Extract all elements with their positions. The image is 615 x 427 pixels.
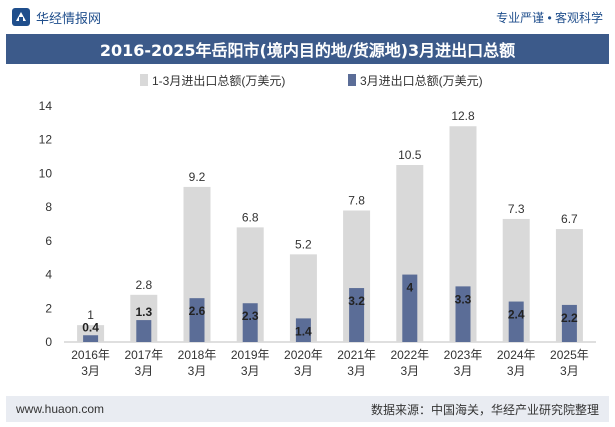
data-label-series2: 2.6 bbox=[189, 304, 206, 318]
brand-name: 华经情报网 bbox=[36, 10, 102, 26]
data-label-series1: 1 bbox=[87, 308, 94, 322]
x-tick-label: 2020年 3月 bbox=[284, 348, 323, 378]
data-label-series1: 5.2 bbox=[295, 237, 312, 251]
bar-series2[interactable] bbox=[349, 288, 365, 342]
y-tick-label: 0 bbox=[45, 335, 52, 349]
data-label-series1: 10.5 bbox=[398, 148, 422, 162]
x-tick-label: 2018年 3月 bbox=[178, 348, 217, 378]
data-label-series2: 4 bbox=[406, 281, 413, 295]
y-tick-label: 14 bbox=[39, 99, 53, 113]
bar-series2[interactable] bbox=[242, 303, 258, 342]
footer: www.huaon.com 数据来源：中国海关，华经产业研究院整理 bbox=[6, 396, 609, 422]
title-bar: 2016-2025年岳阳市(境内目的地/货源地)3月进出口总额 bbox=[6, 34, 609, 64]
website-link[interactable]: www.huaon.com bbox=[16, 402, 105, 416]
y-tick-label: 4 bbox=[45, 268, 52, 282]
data-label-series2: 1.3 bbox=[135, 305, 152, 319]
brand[interactable]: 华经情报网 bbox=[12, 8, 101, 27]
bar-series2[interactable] bbox=[402, 274, 418, 342]
x-tick-label: 2024年 3月 bbox=[497, 348, 536, 378]
x-tick-label: 2017年 3月 bbox=[124, 348, 163, 378]
x-tick-label: 2022年 3月 bbox=[390, 348, 429, 378]
data-label-series1: 6.7 bbox=[561, 212, 578, 226]
data-source: 数据来源：中国海关，华经产业研究院整理 bbox=[370, 402, 599, 417]
top-bar: 华经情报网 专业严谨 • 客观科学 bbox=[0, 0, 615, 34]
x-tick-label: 2021年 3月 bbox=[337, 348, 376, 378]
data-label-series1: 9.2 bbox=[189, 170, 206, 184]
bar-series2[interactable] bbox=[189, 298, 205, 342]
data-label-series1: 12.8 bbox=[451, 109, 475, 123]
data-label-series2: 2.3 bbox=[242, 309, 259, 323]
data-label-series2: 3.2 bbox=[348, 294, 365, 308]
bar-chart: 0 2 4 6 8 10 12 14 10.4 2016年 3月 2.8 1.3 2017年 3月 9.2 2.… bbox=[39, 74, 596, 378]
bar-series2[interactable] bbox=[136, 320, 152, 342]
data-label-series2: 0.4 bbox=[82, 320, 99, 334]
y-tick-label: 12 bbox=[39, 133, 53, 147]
bar-series2[interactable] bbox=[295, 318, 311, 342]
legend-swatch-series1 bbox=[140, 74, 148, 86]
bar-series2[interactable] bbox=[561, 304, 577, 342]
data-label-series1: 7.3 bbox=[508, 202, 525, 216]
slogan: 专业严谨 • 客观科学 bbox=[496, 10, 603, 25]
data-label-series1: 7.8 bbox=[348, 194, 365, 208]
x-tick-label: 2025年 3月 bbox=[550, 348, 589, 378]
y-tick-label: 2 bbox=[45, 301, 52, 315]
data-label-series2: 2.4 bbox=[508, 308, 525, 322]
y-tick-label: 10 bbox=[39, 166, 53, 180]
legend-label-series2: 3月进出口总额(万美元) bbox=[360, 74, 483, 88]
legend-label-series1: 1-3月进出口总额(万美元) bbox=[152, 74, 285, 88]
legend-swatch-series2 bbox=[348, 74, 356, 86]
data-label-series2: 1.4 bbox=[295, 324, 312, 338]
x-tick-label: 2019年 3月 bbox=[231, 348, 270, 378]
chart-title: 2016-2025年岳阳市(境内目的地/货源地)3月进出口总额 bbox=[99, 41, 516, 60]
bar-series2[interactable] bbox=[508, 301, 524, 342]
x-tick-label: 2023年 3月 bbox=[444, 348, 483, 378]
data-label-series1: 2.8 bbox=[135, 278, 152, 292]
data-label-series2: 3.3 bbox=[455, 292, 472, 306]
y-tick-label: 6 bbox=[45, 234, 52, 248]
data-label-series2: 2.2 bbox=[561, 311, 578, 325]
huajing-logo-icon bbox=[12, 8, 30, 26]
bar-series2[interactable] bbox=[455, 286, 471, 342]
y-tick-label: 8 bbox=[45, 200, 52, 214]
x-tick-label: 2016年 3月 bbox=[71, 348, 110, 378]
data-label-series1: 6.8 bbox=[242, 210, 259, 224]
bar-series2[interactable] bbox=[83, 335, 99, 342]
